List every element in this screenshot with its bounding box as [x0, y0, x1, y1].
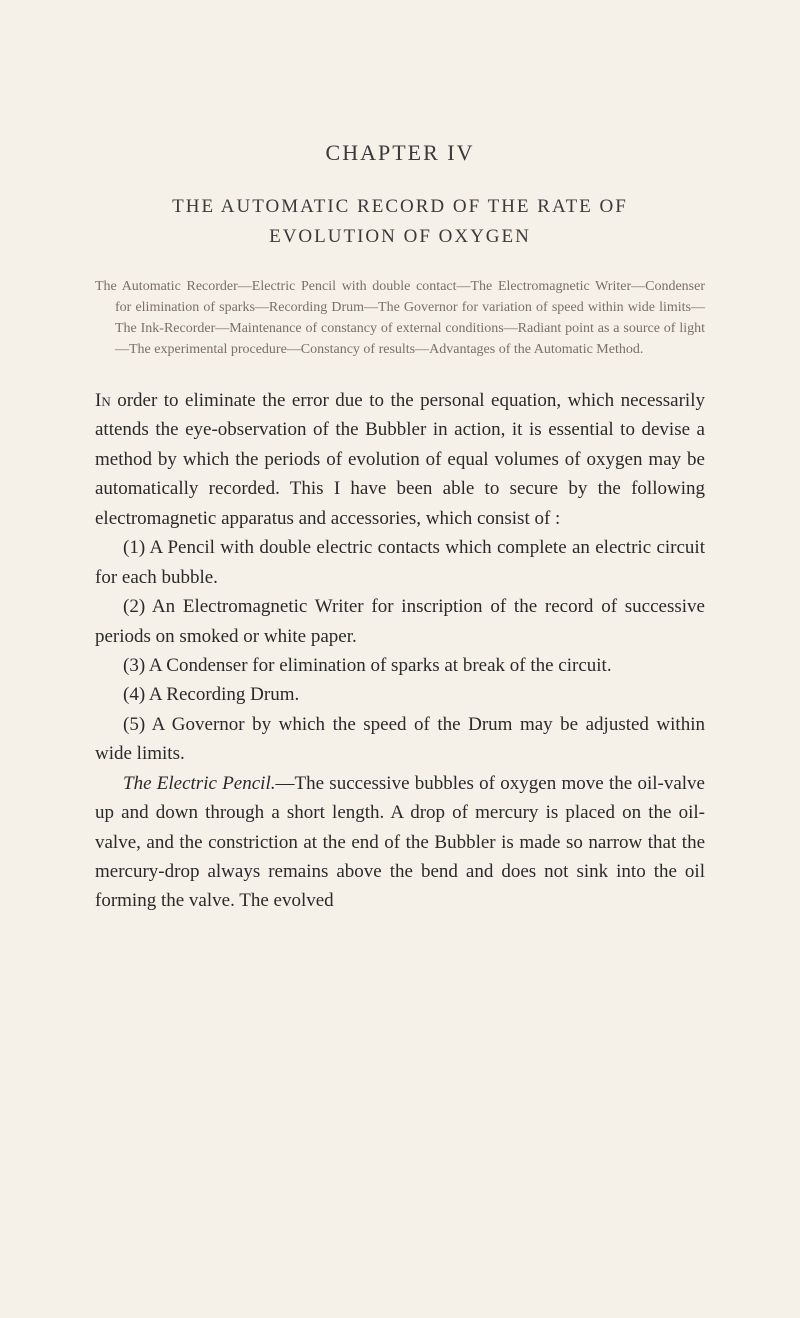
- paragraph-item-1: (1) A Pencil with double electric contac…: [95, 533, 705, 592]
- paragraph-electric-pencil: The Electric Pencil.—The successive bubb…: [95, 769, 705, 916]
- paragraph-intro-text: order to eliminate the error due to the …: [95, 390, 705, 529]
- paragraph-intro: In order to eliminate the error due to t…: [95, 386, 705, 533]
- paragraph-item-3: (3) A Condenser for elimination of spark…: [95, 651, 705, 680]
- chapter-title-line2: EVOLUTION OF OXYGEN: [95, 226, 705, 248]
- paragraph-item-5: (5) A Governor by which the speed of the…: [95, 710, 705, 769]
- chapter-summary: The Automatic Recorder—Electric Pencil w…: [95, 276, 705, 360]
- paragraph-item-4: (4) A Recording Drum.: [95, 680, 705, 709]
- paragraph-item-2: (2) An Electromagnetic Writer for inscri…: [95, 592, 705, 651]
- section-heading-inline: The Electric Pencil.: [123, 773, 275, 794]
- chapter-number: CHAPTER IV: [95, 140, 705, 166]
- chapter-title-line1: THE AUTOMATIC RECORD OF THE RATE OF: [95, 196, 705, 218]
- paragraph-lead-word: In: [95, 390, 111, 411]
